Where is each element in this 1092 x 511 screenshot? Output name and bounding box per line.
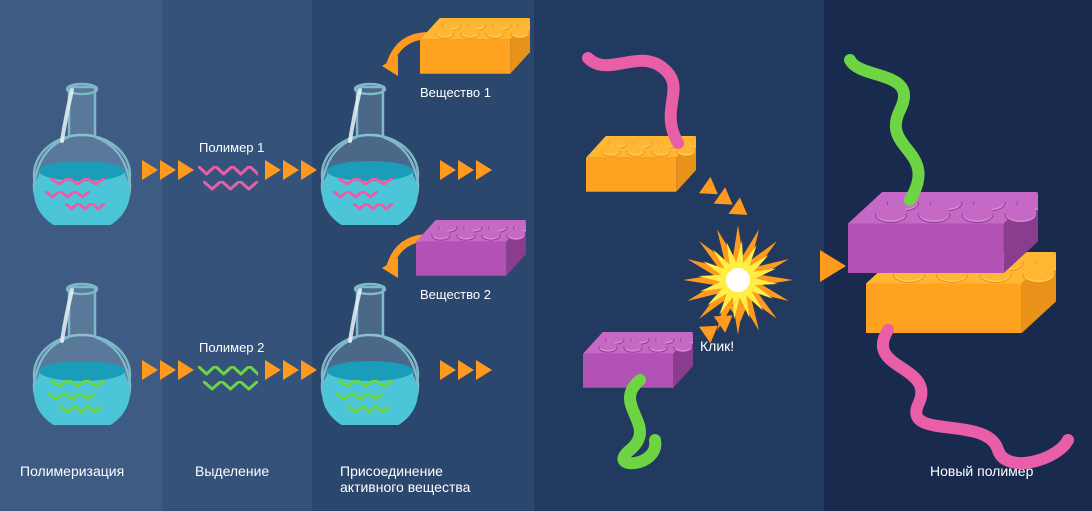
arrow-group-2 <box>142 360 194 380</box>
click-starburst-icon <box>683 225 793 340</box>
arrow-group-5 <box>440 360 492 380</box>
polymer2-label: Полимер 2 <box>199 340 264 355</box>
click-label: Клик! <box>700 338 734 354</box>
squiggle-top_right-2 <box>353 200 393 218</box>
squiggle-bottom_right-2 <box>348 403 390 421</box>
arrow-to-final <box>820 250 846 282</box>
polymer-tail-final-pink <box>878 330 1078 475</box>
arrow-group-0 <box>142 160 194 180</box>
arrow-group-3 <box>265 360 317 380</box>
polymerization-label: Полимеризация <box>20 463 124 479</box>
arrow-group-1 <box>265 160 317 180</box>
polymer-tail-final-green <box>790 60 940 215</box>
arrow-group-4 <box>440 160 492 180</box>
polymer-tail-intermediate-green <box>600 380 730 475</box>
isolation-label: Выделение <box>195 463 269 479</box>
addition-label: Присоединение активного вещества <box>340 463 470 495</box>
polymer-tail-intermediate-pink <box>568 48 708 153</box>
substance2-brick <box>416 220 526 287</box>
squiggle-polymer1-1 <box>203 180 258 198</box>
substance1-brick <box>420 18 530 85</box>
squiggle-polymer2-1 <box>203 380 258 398</box>
squiggle-bottom_left-2 <box>60 403 102 421</box>
polymer1-label: Полимер 1 <box>199 140 264 155</box>
background-panel-1 <box>162 0 312 511</box>
squiggle-top_left-2 <box>65 200 105 218</box>
